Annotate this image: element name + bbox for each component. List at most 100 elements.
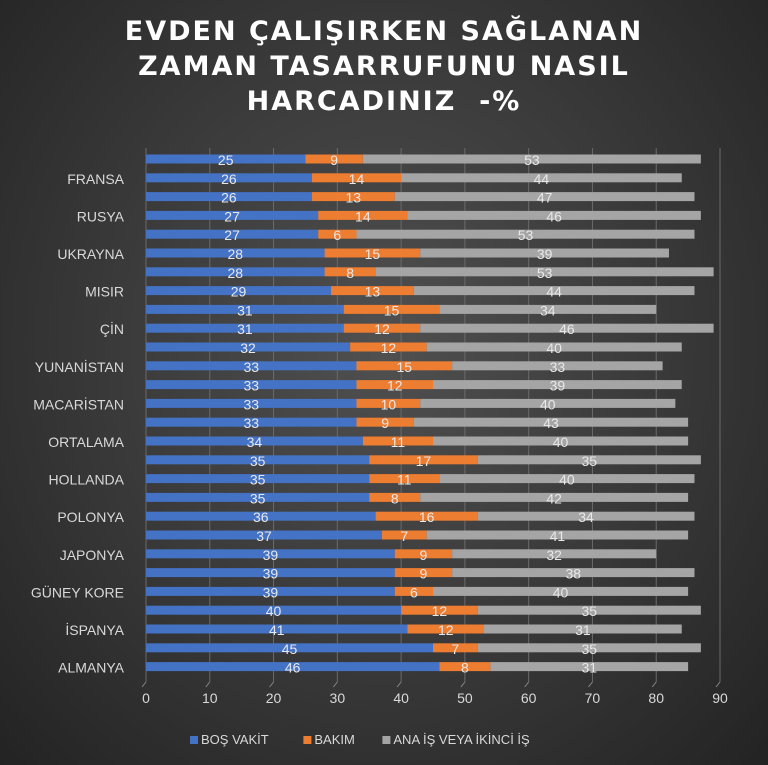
data-label: 33: [243, 378, 259, 394]
bar-segment-1: [146, 286, 331, 296]
data-label: 42: [546, 490, 562, 506]
data-label: 33: [550, 359, 566, 375]
data-label: 53: [537, 265, 553, 281]
data-label: 47: [537, 190, 553, 206]
data-label: 40: [559, 472, 575, 488]
bar-segment-1: [146, 248, 325, 258]
data-label: 14: [355, 208, 371, 224]
data-label: 44: [546, 284, 562, 300]
data-label: 35: [581, 453, 597, 469]
bar-segment-3: [433, 380, 682, 390]
category-label: POLONYA: [57, 509, 124, 525]
category-label: JAPONYA: [60, 547, 125, 563]
data-label: 27: [224, 208, 240, 224]
data-label: 33: [243, 396, 259, 412]
data-label: 26: [221, 190, 237, 206]
bar-segment-2: [318, 210, 408, 220]
bar-segment-1: [146, 474, 370, 484]
data-label: 29: [231, 284, 247, 300]
data-label: 13: [365, 284, 381, 300]
bar-segment-3: [375, 267, 714, 277]
data-label: 41: [550, 528, 566, 544]
data-label: 6: [333, 227, 341, 243]
data-label: 43: [543, 415, 559, 431]
bar-segment-1: [146, 267, 325, 277]
x-tick: [396, 681, 402, 688]
bar-segment-1: [146, 662, 440, 672]
bar-segment-3: [490, 662, 689, 672]
bar-segment-1: [146, 210, 319, 220]
bar-segment-2: [394, 568, 453, 578]
x-tick: [524, 681, 530, 688]
bar-segment-1: [146, 173, 312, 183]
x-tick: [205, 681, 211, 688]
bar-segment-3: [407, 210, 701, 220]
bar-segment-2: [356, 417, 414, 427]
data-label: 26: [221, 171, 237, 187]
x-tick: [332, 681, 338, 688]
data-label: 12: [381, 340, 397, 356]
x-tick: [715, 681, 721, 688]
data-label: 37: [256, 528, 272, 544]
bar-segment-2: [394, 549, 453, 559]
bar-segment-2: [369, 492, 421, 502]
data-label: 28: [227, 246, 243, 262]
data-label: 39: [263, 584, 279, 600]
legend-label-3: ANA İŞ VEYA İKİNCİ İŞ: [393, 732, 530, 747]
data-label: 15: [365, 246, 381, 262]
category-label: FRANSA: [67, 171, 124, 187]
category-label: İSPANYA: [65, 621, 124, 638]
data-label: 46: [285, 660, 301, 676]
data-label: 31: [581, 660, 597, 676]
bar-segment-1: [146, 398, 357, 408]
bar-segment-2: [375, 511, 478, 521]
category-label: ALMANYA: [58, 660, 125, 676]
data-label: 35: [250, 453, 266, 469]
bar-segment-1: [146, 304, 344, 314]
category-label: MISIR: [85, 284, 124, 300]
data-label: 31: [237, 302, 253, 318]
bar-segment-1: [146, 568, 395, 578]
data-label: 39: [537, 246, 553, 262]
bar-segment-3: [420, 323, 714, 333]
data-label: 35: [250, 490, 266, 506]
bar-segment-2: [356, 380, 433, 390]
data-label: 27: [224, 227, 240, 243]
bar-segment-3: [452, 568, 695, 578]
data-label: 12: [432, 603, 448, 619]
bar-segment-1: [146, 586, 395, 596]
bar-segment-2: [356, 361, 453, 371]
bar-segment-1: [146, 380, 357, 390]
bar-segment-3: [477, 643, 701, 653]
data-label: 11: [391, 434, 406, 450]
data-label: 9: [381, 415, 389, 431]
data-label: 44: [534, 171, 550, 187]
data-label: 31: [575, 622, 591, 638]
bar-segment-2: [369, 474, 440, 484]
title-line-1: EVDEN ÇALIŞIRKEN SAĞLANAN: [124, 16, 644, 47]
bar-segment-2: [311, 192, 395, 202]
bar-segment-3: [420, 492, 689, 502]
bar-segment-3: [401, 173, 682, 183]
bar-segment-1: [146, 643, 433, 653]
category-label: ORTALAMA: [48, 434, 124, 450]
bar-segment-2: [407, 624, 485, 634]
x-tick: [460, 681, 466, 688]
bar-segment-3: [452, 549, 657, 559]
category-label: MACARİSTAN: [33, 395, 124, 412]
data-label: 53: [524, 152, 540, 168]
bar-segment-3: [477, 605, 701, 615]
legend-swatch-2: [303, 736, 312, 744]
data-label: 40: [540, 396, 556, 412]
bar-segment-1: [146, 455, 370, 465]
data-label: 32: [546, 547, 562, 563]
bar-segment-3: [420, 248, 669, 258]
data-label: 7: [451, 641, 459, 657]
bar-segment-1: [146, 229, 319, 239]
data-label: 11: [397, 472, 412, 488]
bar-segment-3: [477, 455, 701, 465]
title-line-3: HARCADINIZ -%: [246, 86, 522, 117]
data-label: 6: [410, 584, 418, 600]
category-label: HOLLANDA: [49, 472, 125, 488]
